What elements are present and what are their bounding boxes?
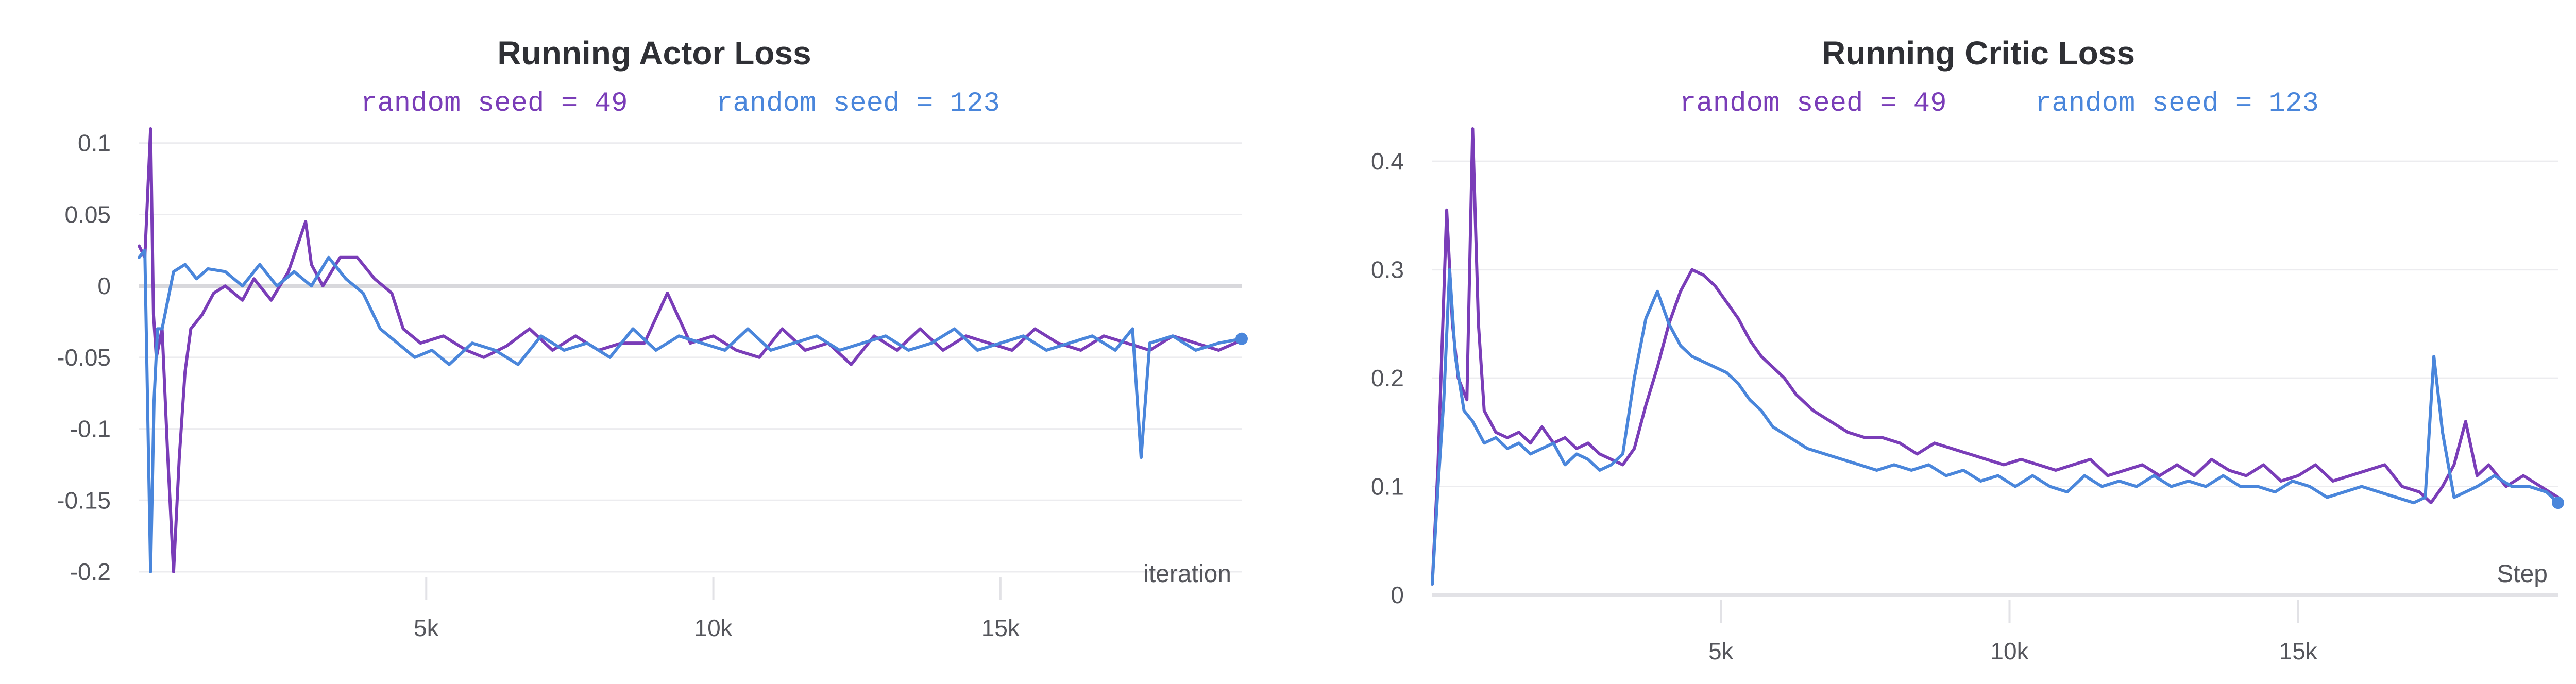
y-tick-label: 0.3 — [1371, 256, 1404, 283]
series-end-marker — [1235, 332, 1248, 345]
y-tick-label: 0.1 — [1371, 473, 1404, 500]
chart-title: Running Actor Loss — [497, 35, 811, 72]
y-tick-label: 0.1 — [78, 130, 111, 157]
legend-item[interactable]: random seed = 49 — [1680, 88, 1946, 119]
y-tick-label: -0.2 — [70, 558, 111, 585]
legend-item[interactable]: random seed = 49 — [361, 88, 628, 119]
y-tick-label: 0 — [1391, 582, 1404, 608]
x-tick-label: 10k — [1990, 638, 2029, 664]
chart-title: Running Critic Loss — [1822, 35, 2135, 72]
y-tick-label: -0.05 — [57, 344, 111, 371]
y-tick-label: -0.15 — [57, 487, 111, 514]
series-end-marker — [2552, 497, 2564, 509]
x-axis-label: iteration — [1143, 560, 1231, 588]
legend-item[interactable]: random seed = 123 — [2035, 88, 2319, 119]
x-tick-label: 10k — [694, 614, 733, 641]
series-line-seed-49[interactable] — [138, 127, 1243, 573]
y-tick-label: 0.2 — [1371, 365, 1404, 391]
y-tick-label: -0.1 — [70, 416, 111, 442]
series-line-seed-49[interactable] — [1431, 127, 2560, 586]
series-line-seed-123[interactable] — [1431, 268, 2560, 586]
series-line-seed-123[interactable] — [138, 248, 1243, 573]
x-tick-label: 15k — [2279, 638, 2318, 664]
x-tick-label: 5k — [1708, 638, 1734, 664]
chart-critic-loss: Running Critic Loss random seed = 49 rando… — [1371, 35, 2564, 664]
y-tick-label: 0 — [97, 272, 111, 299]
x-tick-label: 5k — [414, 614, 439, 641]
legend-item[interactable]: random seed = 123 — [716, 88, 1000, 119]
y-tick-label: 0.4 — [1371, 148, 1404, 175]
y-tick-label: 0.05 — [64, 201, 111, 228]
chart-actor-loss: Running Actor Loss random seed = 49 random… — [57, 35, 1248, 641]
x-axis-label: Step — [2497, 560, 2548, 588]
x-tick-label: 15k — [981, 614, 1020, 641]
